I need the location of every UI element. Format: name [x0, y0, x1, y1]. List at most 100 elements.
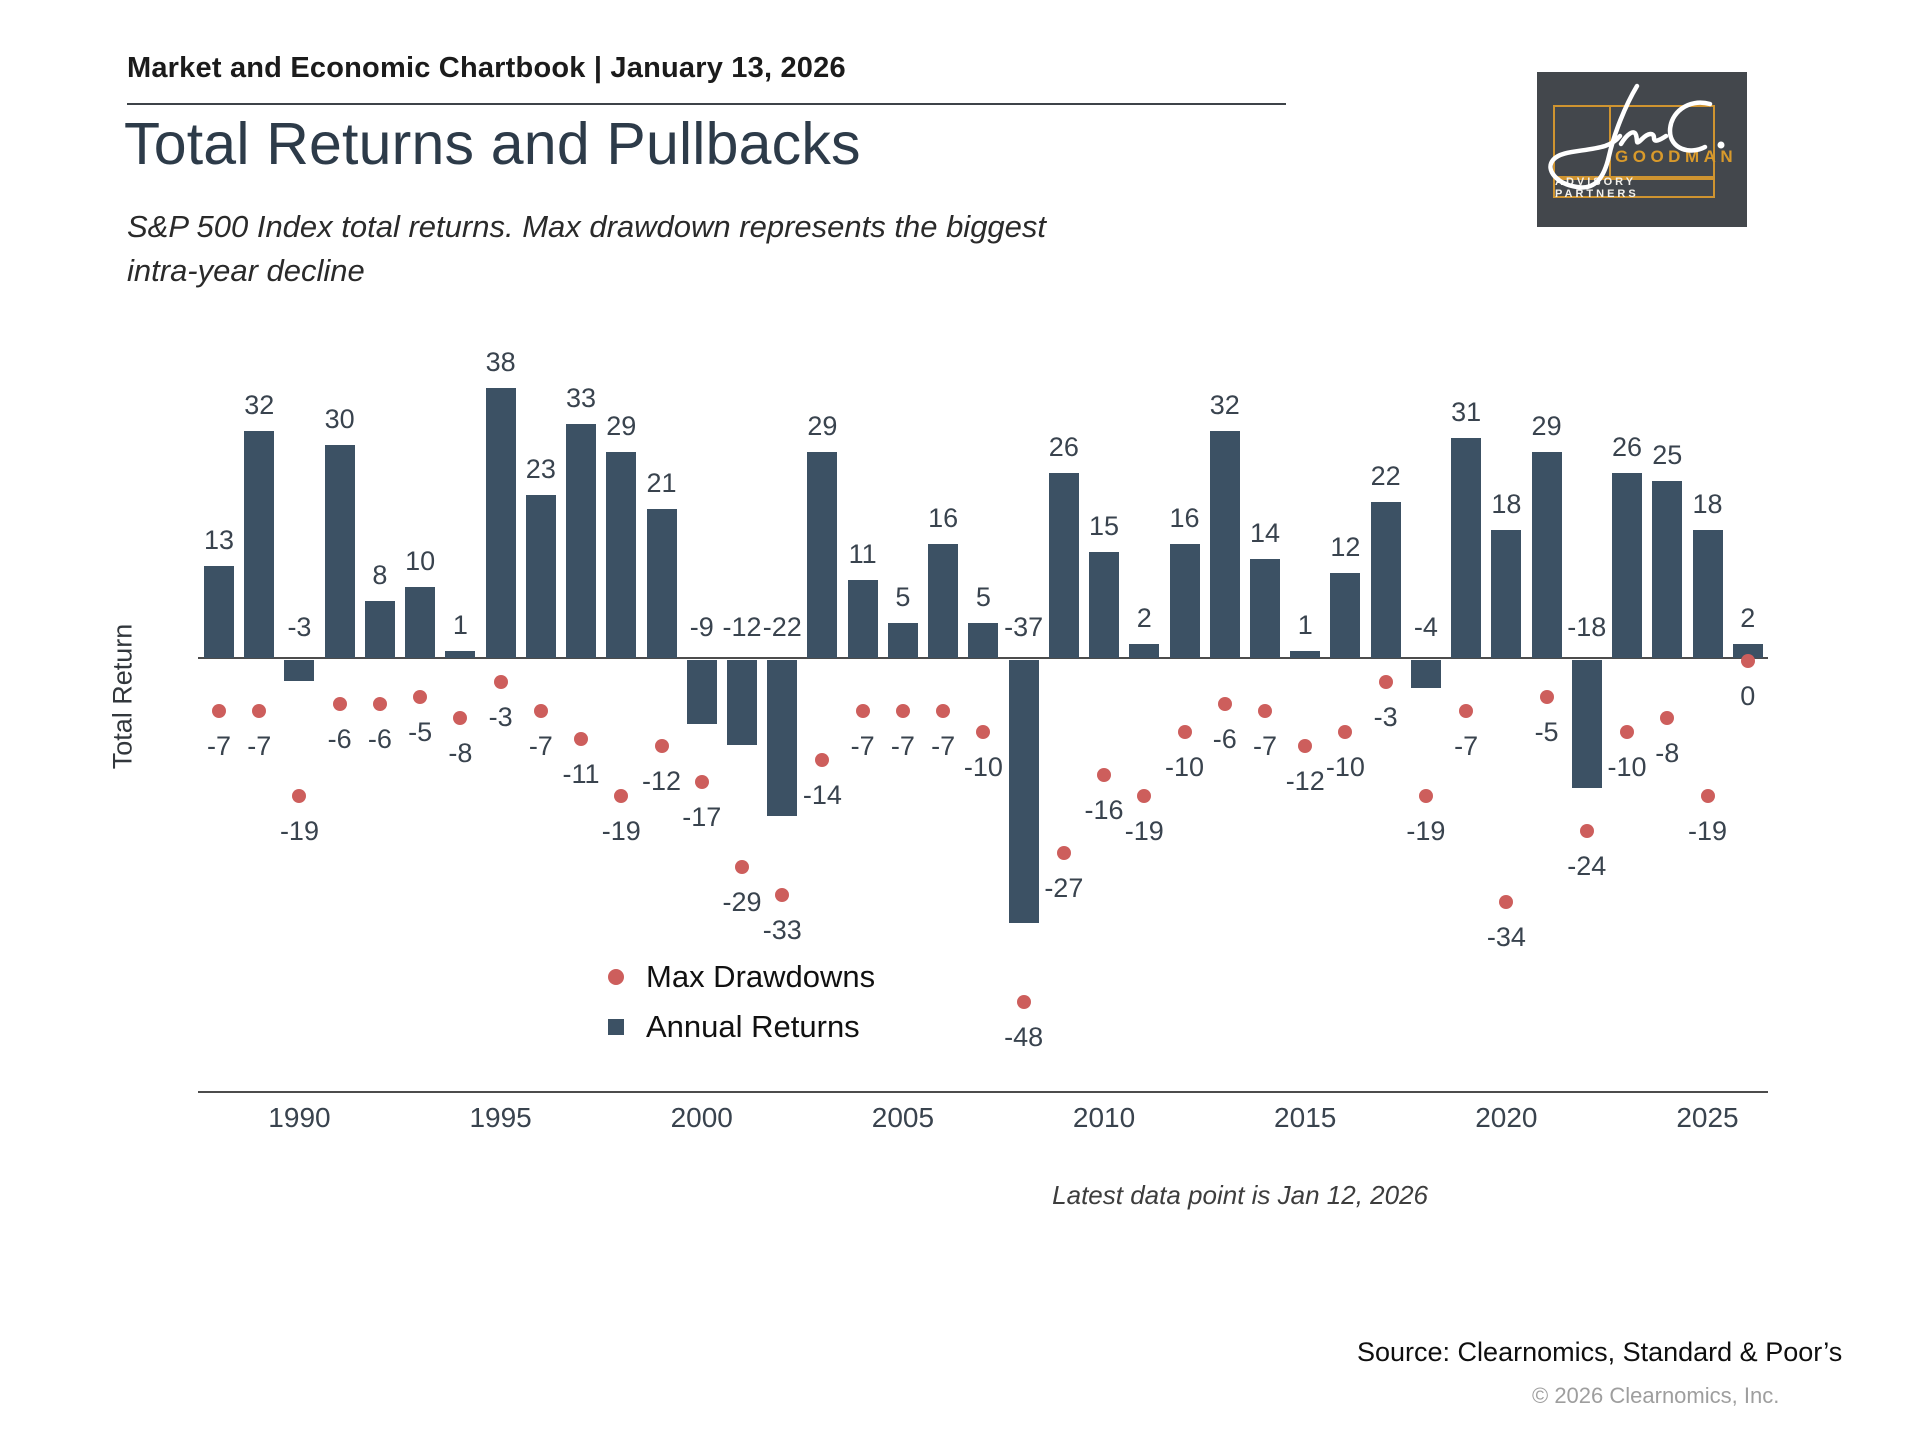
- chartbook-header: Market and Economic Chartbook | January …: [127, 52, 846, 84]
- annual-return-bar-2013: [1209, 430, 1240, 658]
- annual-return-value-2024: 25: [1652, 439, 1683, 470]
- max-drawdown-value-2021: -5: [1534, 716, 1559, 747]
- max-drawdown-dot-1999: [654, 739, 669, 754]
- max-drawdown-value-1996: -7: [528, 730, 553, 761]
- max-drawdown-value-1991: -6: [327, 723, 352, 754]
- max-drawdown-dot-2000: [694, 774, 709, 789]
- annual-return-bar-2017: [1370, 501, 1401, 658]
- annual-return-value-2020: 18: [1491, 489, 1522, 520]
- annual-return-value-2002: -22: [762, 612, 802, 642]
- x-axis-tick-label-2010: 2010: [1072, 1102, 1136, 1133]
- annual-return-bar-2007: [968, 622, 999, 658]
- max-drawdown-dot-2001: [734, 859, 749, 874]
- page-subtitle: S&P 500 Index total returns. Max drawdow…: [127, 205, 1046, 293]
- max-drawdown-value-2017: -3: [1373, 702, 1398, 733]
- max-drawdown-value-2025: -19: [1687, 815, 1728, 846]
- annual-return-value-2013: 32: [1209, 389, 1240, 420]
- max-drawdown-dot-2005: [895, 703, 910, 718]
- annual-return-bar-1992: [364, 601, 395, 658]
- max-drawdown-dot-1989: [252, 703, 267, 718]
- annual-return-bar-1990: [284, 660, 315, 682]
- max-drawdown-dot-2011: [1137, 788, 1152, 803]
- max-drawdown-value-1997: -11: [562, 759, 600, 790]
- max-drawdown-dot-2019: [1459, 703, 1474, 718]
- y-axis-label: Total Return: [107, 623, 138, 770]
- max-drawdown-dot-2021: [1539, 689, 1554, 704]
- max-drawdown-dot-1996: [533, 703, 548, 718]
- annual-return-value-1989: 32: [244, 389, 275, 420]
- annual-return-value-2019: 31: [1451, 396, 1482, 427]
- max-drawdown-value-2000: -17: [682, 801, 722, 832]
- max-drawdown-value-2018: -19: [1406, 815, 1446, 846]
- max-drawdown-value-2001: -29: [722, 886, 762, 917]
- annual-return-bar-1998: [606, 452, 637, 658]
- annual-return-value-2010: 15: [1089, 510, 1120, 541]
- annual-return-bar-2010: [1089, 551, 1120, 658]
- max-drawdown-dot-1994: [453, 710, 468, 725]
- max-drawdown-value-2013: -6: [1212, 723, 1237, 754]
- annual-return-value-2008: -37: [1004, 612, 1044, 642]
- annual-return-value-2016: 12: [1330, 531, 1361, 562]
- annual-return-bar-2002: [767, 660, 798, 817]
- annual-return-bar-2004: [847, 579, 878, 658]
- max-drawdown-value-2006: -7: [931, 730, 956, 761]
- annual-return-bar-2016: [1330, 572, 1361, 658]
- annual-return-value-1992: 8: [372, 560, 388, 591]
- subtitle-line-2: intra-year decline: [127, 253, 365, 288]
- annual-return-value-1998: 29: [606, 411, 637, 442]
- annual-return-bar-1988: [204, 565, 234, 658]
- max-drawdown-value-2008: -48: [1004, 1021, 1044, 1052]
- max-drawdown-dot-1997: [574, 732, 589, 747]
- latest-data-note: Latest data point is Jan 12, 2026: [1052, 1180, 1428, 1210]
- annual-return-value-2017: 22: [1370, 460, 1401, 491]
- annual-return-bar-1991: [324, 445, 355, 658]
- annual-return-bar-1997: [566, 423, 597, 658]
- annual-return-bar-2024: [1652, 480, 1683, 658]
- annual-return-value-1996: 23: [525, 453, 556, 484]
- max-drawdown-value-2003: -14: [802, 780, 842, 811]
- max-drawdown-dot-2006: [936, 703, 951, 718]
- max-drawdown-value-2014: -7: [1252, 730, 1277, 761]
- annual-return-bar-2018: [1410, 660, 1441, 689]
- legend-label-annual-returns: Annual Returns: [646, 1009, 860, 1044]
- annual-return-value-2012: 16: [1169, 503, 1200, 534]
- max-drawdown-value-1992: -6: [367, 723, 392, 754]
- annual-return-bar-2019: [1451, 437, 1482, 658]
- annual-return-bar-1996: [525, 494, 556, 658]
- max-drawdown-dot-1993: [413, 689, 428, 704]
- annual-return-value-1994: 1: [452, 609, 468, 640]
- logo-signature-icon: [1548, 83, 1725, 190]
- x-axis-tick-label-2015: 2015: [1274, 1102, 1337, 1133]
- annual-return-bar-2011: [1129, 643, 1160, 658]
- max-drawdown-value-1995: -3: [488, 702, 513, 733]
- max-drawdowns-marker-icon: [608, 969, 624, 985]
- x-axis-tick-label-2000: 2000: [670, 1102, 733, 1133]
- max-drawdown-dot-2016: [1338, 725, 1353, 739]
- annual-return-value-2003: 29: [807, 411, 838, 442]
- max-drawdown-dot-2009: [1056, 845, 1071, 860]
- annual-return-bar-2022: [1571, 660, 1602, 788]
- max-drawdown-value-1988: -7: [206, 730, 231, 761]
- max-drawdown-dot-2015: [1298, 739, 1313, 754]
- annual-return-bar-2014: [1249, 558, 1280, 658]
- max-drawdown-dot-2010: [1097, 767, 1112, 782]
- max-drawdown-value-1998: -19: [601, 815, 641, 846]
- max-drawdown-value-2002: -33: [762, 915, 802, 946]
- zero-axis-line: [198, 657, 1768, 659]
- max-drawdown-dot-2023: [1620, 725, 1635, 739]
- annual-return-value-2018: -4: [1413, 612, 1438, 642]
- x-axis-line: [198, 1091, 1768, 1093]
- max-drawdown-dot-2024: [1660, 710, 1675, 725]
- annual-return-value-2007: 5: [975, 581, 991, 612]
- legend-row-annual-returns: Annual Returns: [608, 1008, 875, 1046]
- copyright-text: © 2026 Clearnomics, Inc.: [1532, 1383, 1780, 1408]
- x-axis-tick-label-1995: 1995: [469, 1102, 532, 1133]
- max-drawdown-value-2012: -10: [1165, 752, 1205, 782]
- annual-return-bar-2006: [928, 544, 959, 658]
- max-drawdown-value-1994: -8: [448, 737, 473, 768]
- max-drawdown-dot-1991: [332, 696, 347, 711]
- annual-return-value-1988: 13: [203, 524, 235, 555]
- subtitle-line-1: S&P 500 Index total returns. Max drawdow…: [127, 209, 1047, 244]
